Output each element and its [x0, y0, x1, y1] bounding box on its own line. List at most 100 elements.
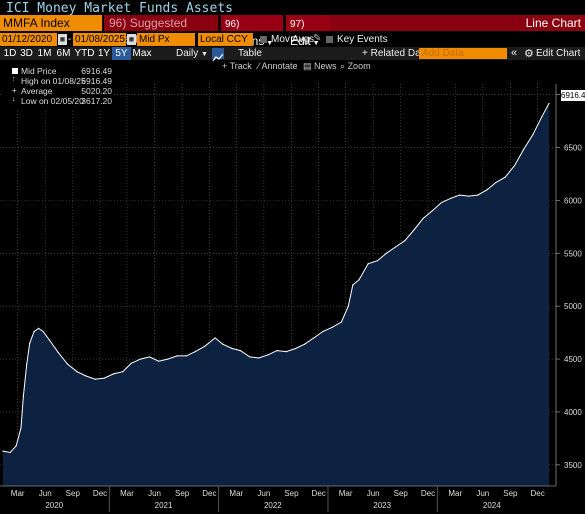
data-point: [367, 263, 369, 265]
edit-button[interactable]: 97) Edit ▼: [286, 15, 331, 48]
last-value-tag: 6916.49: [561, 90, 585, 101]
edit-num: 97): [290, 19, 305, 30]
data-point: [185, 355, 187, 357]
data-point: [29, 342, 31, 344]
data-point: [347, 305, 349, 307]
y-tick-label: 6000: [564, 196, 582, 205]
data-point: [440, 201, 443, 204]
data-point: [139, 358, 142, 360]
data-point: [222, 343, 224, 345]
data-point: [267, 354, 269, 356]
data-point: [340, 321, 343, 323]
x-tick-label: Dec: [531, 489, 545, 498]
data-point: [422, 217, 424, 219]
mov-avgs-checkbox[interactable]: [260, 36, 267, 43]
data-point: [385, 252, 387, 254]
x-tick-label: Dec: [421, 489, 435, 498]
frequency-select[interactable]: Daily ▼: [176, 48, 208, 59]
start-date-field[interactable]: 01/12/2020: [0, 33, 57, 46]
line-chart-icon[interactable]: [212, 48, 224, 62]
data-point: [48, 339, 51, 341]
x-tick-label: Jun: [148, 489, 161, 498]
chart-type-selector[interactable]: Line Chart: [330, 15, 585, 31]
plus-icon: +: [222, 61, 228, 71]
data-point: [331, 326, 333, 328]
range-button-6m[interactable]: 6M: [56, 48, 71, 59]
x-tick-label: Jun: [367, 489, 380, 498]
year-label: 2022: [264, 501, 282, 510]
zoom-icon: ⌕: [340, 61, 346, 71]
data-point: [495, 181, 497, 183]
key-events-checkbox[interactable]: [326, 36, 333, 43]
edit-label: Edit: [290, 34, 311, 48]
calendar-icon[interactable]: ▦: [58, 34, 67, 45]
currency-select[interactable]: Local CCY: [198, 33, 253, 46]
price-field-select[interactable]: Mid Px: [137, 33, 195, 46]
data-point: [395, 246, 397, 248]
chart-area[interactable]: 35004000450050005500600065007000MarJunSe…: [0, 72, 585, 514]
range-button-3d[interactable]: 3D: [20, 48, 33, 59]
data-point: [158, 360, 160, 362]
data-point: [9, 451, 11, 454]
suggested-charts-button[interactable]: 96) Suggested Charts: [104, 15, 218, 46]
data-point: [285, 351, 287, 353]
x-tick-label: Jun: [476, 489, 489, 498]
line-icon: ⁄: [258, 61, 260, 71]
zoom-tool[interactable]: ⌕ Zoom: [340, 61, 371, 72]
data-point: [532, 134, 534, 136]
actions-button[interactable]: 96) Actions ▼: [221, 15, 283, 48]
year-label: 2023: [373, 501, 391, 510]
data-point: [148, 356, 151, 358]
data-point: [85, 375, 87, 377]
data-point: [57, 352, 60, 354]
end-date-field[interactable]: 01/08/2025: [73, 33, 126, 46]
chevron-down-icon: ▼: [201, 51, 208, 58]
x-tick-label: Sep: [284, 489, 299, 498]
data-point: [38, 327, 40, 329]
add-data-input[interactable]: Add Data: [419, 48, 507, 59]
data-point: [541, 116, 543, 118]
track-tool[interactable]: + Track: [222, 61, 252, 71]
news-icon: ▤: [303, 61, 312, 71]
edit-chart-button[interactable]: Edit Chart: [536, 48, 581, 59]
news-label: News: [314, 61, 337, 71]
range-button-1m[interactable]: 1M: [37, 48, 52, 59]
annotate-tool[interactable]: ⁄ Annotate: [258, 61, 298, 71]
wrench-icon[interactable]: ⚙: [524, 48, 534, 60]
range-button-ytd[interactable]: YTD: [74, 48, 95, 59]
range-button-max[interactable]: Max: [132, 48, 152, 59]
data-point: [458, 194, 461, 196]
data-point: [313, 337, 315, 339]
data-point: [26, 363, 28, 365]
x-tick-label: Mar: [448, 489, 462, 498]
data-point: [295, 347, 297, 350]
ticker-field[interactable]: MMFA Index: [0, 15, 102, 31]
pencil-icon[interactable]: ✎: [313, 33, 322, 44]
range-button-5y[interactable]: 5Y: [112, 47, 131, 60]
chevron-down-icon: ▼: [264, 40, 274, 47]
date-separator: -: [68, 34, 72, 45]
chevron-down-icon: ▼: [310, 40, 320, 47]
suggested-charts-num: 96: [109, 16, 123, 30]
chart-legend: Mid Price 6916.49 ↑ High on 01/08/25 691…: [3, 66, 113, 110]
collapse-icon[interactable]: «: [511, 47, 518, 59]
related-data-button[interactable]: + Related Dat: [362, 48, 424, 59]
data-point: [76, 371, 78, 373]
range-button-1y[interactable]: 1Y: [97, 48, 111, 59]
table-button[interactable]: Table: [238, 48, 262, 59]
news-tool[interactable]: ▤ News: [303, 61, 337, 72]
legend-value: 6916.49: [81, 66, 112, 76]
data-point: [112, 373, 115, 375]
range-button-1d[interactable]: 1D: [3, 48, 17, 59]
data-point: [477, 194, 479, 196]
data-point: [352, 284, 354, 286]
y-tick-label: 4500: [564, 355, 582, 364]
data-point: [239, 349, 242, 352]
series-area: [3, 103, 549, 487]
calendar-icon[interactable]: ▦: [127, 34, 136, 45]
y-tick-label: 4000: [564, 408, 582, 417]
data-point: [276, 349, 278, 352]
legend-row: Mid Price 6916.49: [3, 66, 113, 76]
legend-swatch: [12, 68, 18, 74]
x-tick-label: Sep: [66, 489, 81, 498]
